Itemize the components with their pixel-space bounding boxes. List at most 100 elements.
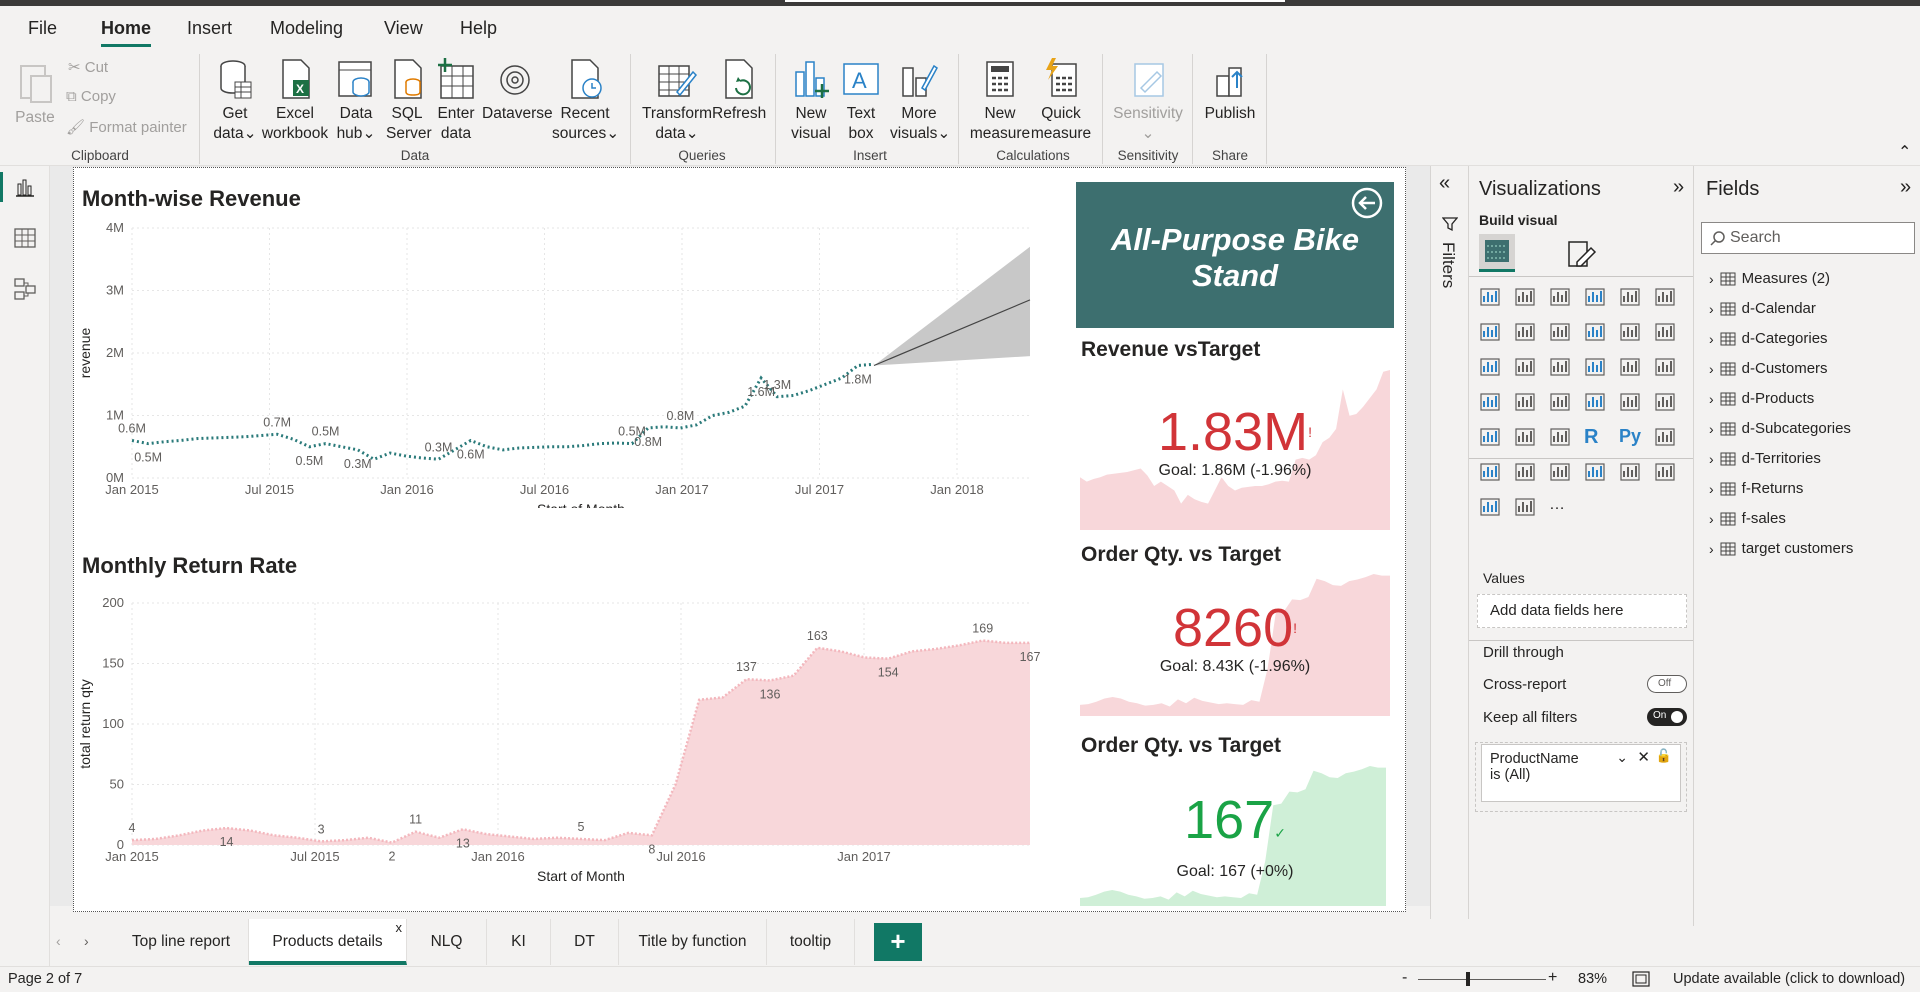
return-area-chart[interactable]: 0 50 100 150 200 Jan 2015 Jul 2015 Jan 2016 Jul … bbox=[74, 573, 1064, 903]
slicer-visual-icon[interactable] bbox=[1479, 426, 1501, 448]
cross-report-toggle[interactable]: Off bbox=[1647, 675, 1687, 693]
product-name-filter-card[interactable]: ProductName is (All) ⌄ ✕ 🔓 bbox=[1481, 744, 1681, 802]
build-visual-tab[interactable] bbox=[1479, 234, 1515, 272]
fields-search-input[interactable]: Search bbox=[1701, 222, 1915, 254]
sql-server-button[interactable]: SQL Server bbox=[386, 58, 432, 144]
map-visual-icon[interactable] bbox=[1479, 391, 1501, 413]
funnel-visual-icon[interactable] bbox=[1514, 356, 1536, 378]
chevron-down-icon[interactable]: ⌄ bbox=[1616, 749, 1628, 765]
quick-measure-button[interactable]: Quick measure bbox=[1028, 58, 1094, 144]
more-visuals-button[interactable]: More visuals⌄ bbox=[890, 58, 950, 144]
menu-view[interactable]: View bbox=[384, 18, 423, 38]
area-visual-icon[interactable] bbox=[1514, 321, 1536, 343]
field-table-item[interactable]: › d-Products bbox=[1709, 390, 1814, 407]
arrow-visual-icon[interactable] bbox=[1514, 496, 1536, 518]
kpi-orderqty2-card[interactable]: 167✓ Goal: 167 (+0%) bbox=[1080, 790, 1390, 881]
enter-data-button[interactable]: Enter data bbox=[434, 58, 478, 144]
power-apps-visual-icon[interactable] bbox=[1654, 461, 1676, 483]
ribbon-visual-icon[interactable] bbox=[1654, 321, 1676, 343]
collapse-ribbon-icon[interactable]: ⌃ bbox=[1898, 144, 1912, 161]
cut-button[interactable]: ✂ Cut bbox=[68, 58, 108, 76]
key-influencers-visual-icon[interactable] bbox=[1654, 426, 1676, 448]
treemap-visual-icon[interactable] bbox=[1654, 356, 1676, 378]
stacked-bar-visual-icon[interactable] bbox=[1479, 286, 1501, 308]
product-name-card[interactable]: All-Purpose Bike Stand bbox=[1076, 182, 1394, 328]
field-table-item[interactable]: › d-Calendar bbox=[1709, 300, 1816, 317]
get-data-button[interactable]: Get data⌄ bbox=[210, 58, 260, 144]
tab-dt[interactable]: DT bbox=[551, 919, 619, 965]
fit-to-page-icon[interactable] bbox=[1632, 971, 1650, 987]
kpi-visual-icon[interactable] bbox=[1654, 391, 1676, 413]
add-data-fields-well[interactable]: Add data fields here bbox=[1477, 594, 1687, 628]
field-table-item[interactable]: › Measures (2) bbox=[1709, 270, 1830, 287]
100-bar-visual-icon[interactable] bbox=[1619, 286, 1641, 308]
collapse-fields-icon[interactable]: » bbox=[1900, 176, 1912, 198]
field-table-item[interactable]: › f-sales bbox=[1709, 510, 1786, 527]
field-table-item[interactable]: › d-Territories bbox=[1709, 450, 1821, 467]
tab-scroll-right-icon[interactable]: › bbox=[84, 933, 89, 949]
matrix-visual-icon[interactable] bbox=[1549, 426, 1571, 448]
table-view-icon[interactable] bbox=[14, 228, 36, 248]
r-visual-visual-icon[interactable]: R bbox=[1584, 426, 1599, 448]
stacked-column-visual-icon[interactable] bbox=[1514, 286, 1536, 308]
zoom-in-button[interactable]: + bbox=[1548, 969, 1558, 986]
more-visual-icon[interactable]: … bbox=[1549, 496, 1565, 513]
field-table-item[interactable]: › d-Subcategories bbox=[1709, 420, 1851, 437]
expand-filters-icon[interactable]: « bbox=[1439, 172, 1451, 194]
close-tab-icon[interactable]: x bbox=[395, 920, 403, 935]
paginated-visual-icon[interactable] bbox=[1619, 461, 1641, 483]
line-visual-icon[interactable] bbox=[1479, 321, 1501, 343]
stacked-area-visual-icon[interactable] bbox=[1549, 321, 1571, 343]
report-view-icon[interactable] bbox=[14, 178, 36, 198]
model-view-icon[interactable] bbox=[14, 278, 36, 300]
waterfall-visual-icon[interactable] bbox=[1479, 356, 1501, 378]
filled-map-visual-icon[interactable] bbox=[1514, 391, 1536, 413]
field-table-item[interactable]: › d-Categories bbox=[1709, 330, 1828, 347]
scatter-visual-icon[interactable] bbox=[1549, 356, 1571, 378]
transform-data-button[interactable]: Transform data⌄ bbox=[640, 58, 714, 144]
clustered-bar-visual-icon[interactable] bbox=[1549, 286, 1571, 308]
dataverse-button[interactable]: Dataverse bbox=[482, 58, 553, 124]
collapse-visualizations-icon[interactable]: » bbox=[1673, 176, 1685, 198]
menu-modeling[interactable]: Modeling bbox=[270, 18, 344, 38]
menu-help[interactable]: Help bbox=[460, 18, 498, 38]
tab-products-details[interactable]: Products details x bbox=[249, 919, 407, 965]
filters-pane-collapsed[interactable]: « Filters bbox=[1430, 166, 1468, 926]
field-table-item[interactable]: › d-Customers bbox=[1709, 360, 1828, 377]
menu-home[interactable]: Home bbox=[101, 18, 152, 47]
kpi-revenue-card[interactable]: 1.83M! Goal: 1.86M (-1.96%) bbox=[1080, 402, 1390, 480]
recent-sources-button[interactable]: Recent sources⌄ bbox=[552, 58, 619, 144]
donut-visual-icon[interactable] bbox=[1619, 356, 1641, 378]
clustered-column-visual-icon[interactable] bbox=[1584, 286, 1606, 308]
paste-button[interactable]: Paste bbox=[14, 60, 56, 128]
data-hub-button[interactable]: Data hub⌄ bbox=[334, 58, 378, 144]
back-arrow-icon[interactable] bbox=[1350, 186, 1384, 220]
lock-icon[interactable]: 🔓 bbox=[1655, 748, 1672, 763]
gauge-visual-icon[interactable] bbox=[1549, 391, 1571, 413]
qa-visual-icon[interactable] bbox=[1514, 461, 1536, 483]
power-automate-visual-icon[interactable] bbox=[1479, 496, 1501, 518]
text-box-button[interactable]: A Text box bbox=[838, 58, 884, 144]
tab-scroll-left-icon[interactable]: ‹ bbox=[56, 933, 61, 949]
format-painter-button[interactable]: 🖌 Format painter bbox=[66, 118, 187, 136]
smart-narrative-visual-icon[interactable] bbox=[1549, 461, 1571, 483]
copy-button[interactable]: ⧉ Copy bbox=[66, 88, 116, 105]
kpi-orderqty-card[interactable]: 8260! Goal: 8.43K (-1.96%) bbox=[1080, 598, 1390, 676]
field-table-item[interactable]: › target customers bbox=[1709, 540, 1853, 557]
line-clustered-visual-icon[interactable] bbox=[1619, 321, 1641, 343]
tab-ki[interactable]: KI bbox=[487, 919, 551, 965]
publish-button[interactable]: Publish bbox=[1200, 58, 1260, 124]
python-visual-visual-icon[interactable]: Py bbox=[1619, 426, 1642, 446]
add-page-button[interactable]: + bbox=[874, 923, 922, 961]
line-column-visual-icon[interactable] bbox=[1584, 321, 1606, 343]
tab-nlq[interactable]: NLQ bbox=[407, 919, 487, 965]
close-icon[interactable]: ✕ bbox=[1637, 749, 1650, 766]
new-visual-button[interactable]: New visual bbox=[786, 58, 836, 144]
table-visual-icon[interactable] bbox=[1514, 426, 1536, 448]
card-visual-icon[interactable] bbox=[1584, 391, 1606, 413]
update-available-link[interactable]: Update available (click to download) bbox=[1673, 971, 1906, 987]
field-table-item[interactable]: › f-Returns bbox=[1709, 480, 1803, 497]
format-visual-icon[interactable] bbox=[1565, 238, 1599, 270]
zoom-slider-thumb[interactable] bbox=[1466, 972, 1470, 986]
sensitivity-button[interactable]: Sensitivity ⌄ bbox=[1110, 58, 1186, 144]
